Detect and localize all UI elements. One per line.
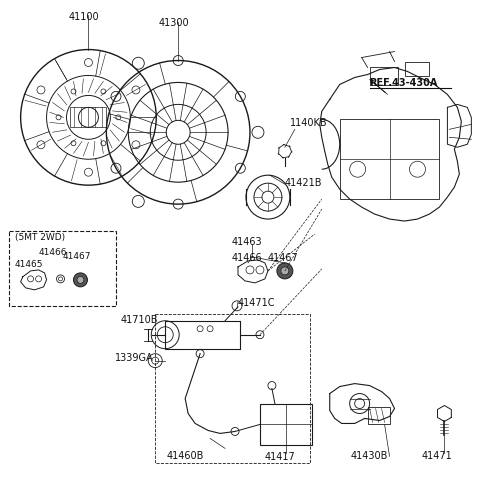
Circle shape — [77, 277, 84, 284]
Text: 41466: 41466 — [232, 252, 263, 263]
Text: 41465: 41465 — [15, 259, 43, 268]
Bar — [165, 321, 240, 349]
Circle shape — [277, 264, 293, 279]
Text: 41471: 41471 — [422, 450, 453, 460]
Text: 41430B: 41430B — [351, 450, 388, 460]
Text: 41300: 41300 — [158, 18, 189, 27]
Text: 1140KB: 1140KB — [290, 118, 327, 128]
Bar — [370, 68, 397, 86]
Text: 41710B: 41710B — [120, 314, 158, 324]
Text: REF.43-430A: REF.43-430A — [370, 78, 438, 88]
Text: 41466: 41466 — [38, 248, 67, 256]
Text: 41463: 41463 — [232, 237, 263, 247]
Text: 41467: 41467 — [268, 252, 299, 263]
Circle shape — [281, 267, 289, 276]
Text: 41471C: 41471C — [238, 297, 276, 307]
Bar — [71, 108, 107, 128]
Bar — [9, 231, 116, 306]
Text: 41421B: 41421B — [285, 178, 323, 188]
Bar — [260, 404, 312, 445]
Text: 41460B: 41460B — [167, 450, 204, 460]
Text: 1339GA: 1339GA — [115, 352, 154, 362]
Bar — [405, 62, 430, 77]
Text: 41467: 41467 — [62, 252, 91, 261]
Bar — [340, 120, 439, 200]
Text: (5MT 2WD): (5MT 2WD) — [15, 232, 65, 241]
Bar — [368, 407, 390, 425]
Text: 41417: 41417 — [264, 452, 295, 461]
Bar — [155, 314, 310, 463]
Circle shape — [73, 273, 87, 287]
Text: 41100: 41100 — [69, 12, 99, 22]
